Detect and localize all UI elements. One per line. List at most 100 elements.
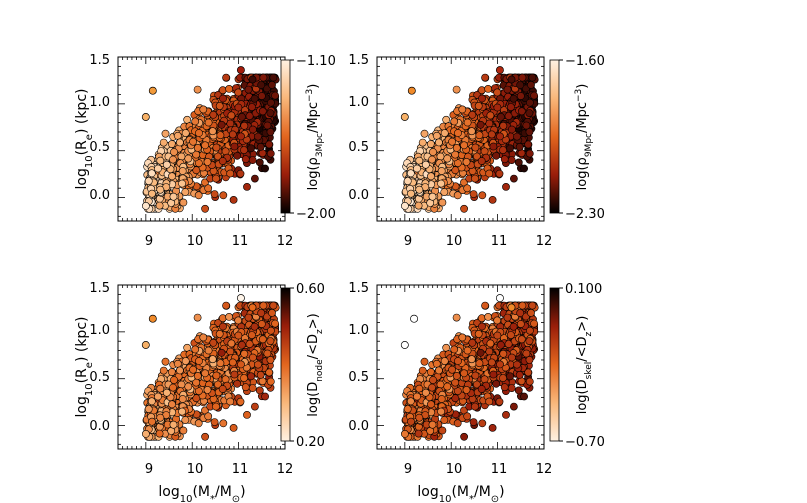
colorbar-bottom-label: 0.20: [296, 435, 325, 450]
scatter-point: [514, 158, 523, 167]
scatter-point: [240, 146, 248, 154]
scatter-point: [407, 189, 415, 198]
scatter-point: [266, 326, 275, 335]
scatter-point: [219, 191, 228, 200]
scatter-point: [507, 156, 516, 164]
panel-bottom-right: 1.5 1.0 0.5 0.0 9 10 11 12 log10(M*/M⊙) …: [348, 281, 605, 503]
x-tick-label: 10: [446, 234, 463, 249]
scatter-point: [204, 118, 213, 127]
scatter-point: [218, 385, 227, 393]
outlier-point: [141, 341, 150, 349]
scatter-point: [212, 371, 221, 380]
scatter-point: [161, 357, 170, 366]
scatter-point: [493, 103, 502, 112]
scatter-point: [266, 377, 275, 386]
scatter-point: [193, 313, 202, 322]
x-tick-label: 10: [187, 234, 204, 249]
scatter-point: [178, 407, 186, 416]
scatter-point: [486, 111, 495, 120]
scatter-point: [191, 345, 200, 354]
outlier-point: [407, 86, 416, 95]
scatter-point: [509, 174, 518, 183]
scatter-point: [194, 419, 203, 428]
scatter-point: [193, 144, 202, 152]
scatter-point: [179, 426, 188, 435]
panel-top-right: 1.5 1.0 0.5 0.0 9 10 11 12 −1.60 −2.30 l…: [348, 53, 605, 249]
scatter-point: [226, 397, 235, 406]
scatter-point: [481, 73, 489, 82]
scatter-point: [168, 140, 176, 148]
x-tick-label: 9: [145, 234, 153, 249]
scatter-point: [509, 94, 518, 103]
scatter-point: [155, 429, 164, 438]
scatter-point: [141, 429, 150, 438]
scatter-point: [415, 185, 424, 194]
scatter-point: [177, 380, 186, 389]
scatter-point: [154, 164, 162, 173]
scatter-point: [452, 144, 461, 152]
scatter-point: [219, 419, 228, 428]
y-tick-label: 1.5: [89, 281, 110, 296]
scatter-point: [520, 164, 528, 173]
scatter-point: [144, 177, 153, 185]
scatter-point: [176, 366, 184, 375]
scatter-point: [256, 143, 265, 151]
scatter-point: [428, 155, 436, 164]
scatter-point: [265, 140, 274, 149]
scatter-point: [178, 167, 187, 175]
scatter-point: [248, 384, 257, 392]
scatter-point: [250, 174, 259, 183]
scatter-point: [201, 141, 209, 150]
scatter-point: [248, 353, 257, 362]
scatter-point: [460, 204, 468, 213]
scatter-point: [169, 383, 177, 392]
scatter-point: [241, 383, 250, 392]
scatter-point: [221, 375, 230, 384]
scatter-point: [247, 331, 256, 339]
scatter-point: [218, 86, 227, 95]
scatter-point: [234, 316, 243, 325]
scatter-point: [468, 110, 477, 119]
scatter-point: [215, 102, 224, 110]
scatter-point: [168, 400, 176, 409]
scatter-point: [403, 177, 412, 185]
scatter-point: [222, 301, 230, 310]
scatter-point: [513, 132, 521, 141]
scatter-point: [478, 419, 487, 428]
scatter-point: [265, 368, 274, 377]
scatter-point: [476, 120, 485, 129]
scatter-point: [477, 86, 486, 95]
scatter-point: [514, 386, 523, 395]
scatter-point: [488, 195, 497, 204]
scatter-point: [189, 365, 197, 374]
scatter-point: [184, 382, 193, 391]
scatter-point: [221, 147, 230, 156]
x-tick-label: 12: [277, 234, 294, 249]
scatter-point: [178, 395, 187, 403]
scatter-point: [173, 131, 182, 140]
y-tick-label: 0.0: [89, 419, 110, 434]
scatter-point: [161, 129, 170, 138]
scatter-point: [225, 312, 233, 321]
panel-top-left: 1.5 1.0 0.5 0.0 9 10 11 12 log10(Re) (kp…: [74, 53, 336, 249]
scatter-point: [471, 143, 480, 152]
scatter-point: [268, 80, 276, 89]
scatter-point: [427, 140, 435, 148]
scatter-point: [268, 308, 276, 317]
scatter-point: [227, 111, 236, 120]
scatter-point: [218, 314, 227, 323]
scatter-points: [400, 294, 539, 441]
scatter-point: [195, 129, 203, 137]
scatter-point: [219, 322, 227, 331]
scatter-point: [250, 94, 259, 103]
scatter-point: [257, 309, 266, 317]
y-tick-label: 0.5: [89, 370, 110, 385]
y-tick-label: 0.0: [89, 188, 110, 203]
scatter-point: [254, 132, 262, 141]
scatter-point: [209, 338, 218, 347]
scatter-point: [254, 360, 262, 369]
scatter-point: [437, 179, 445, 188]
scatter-point: [208, 127, 217, 136]
scatter-point: [522, 121, 531, 130]
scatter-point: [527, 80, 535, 89]
